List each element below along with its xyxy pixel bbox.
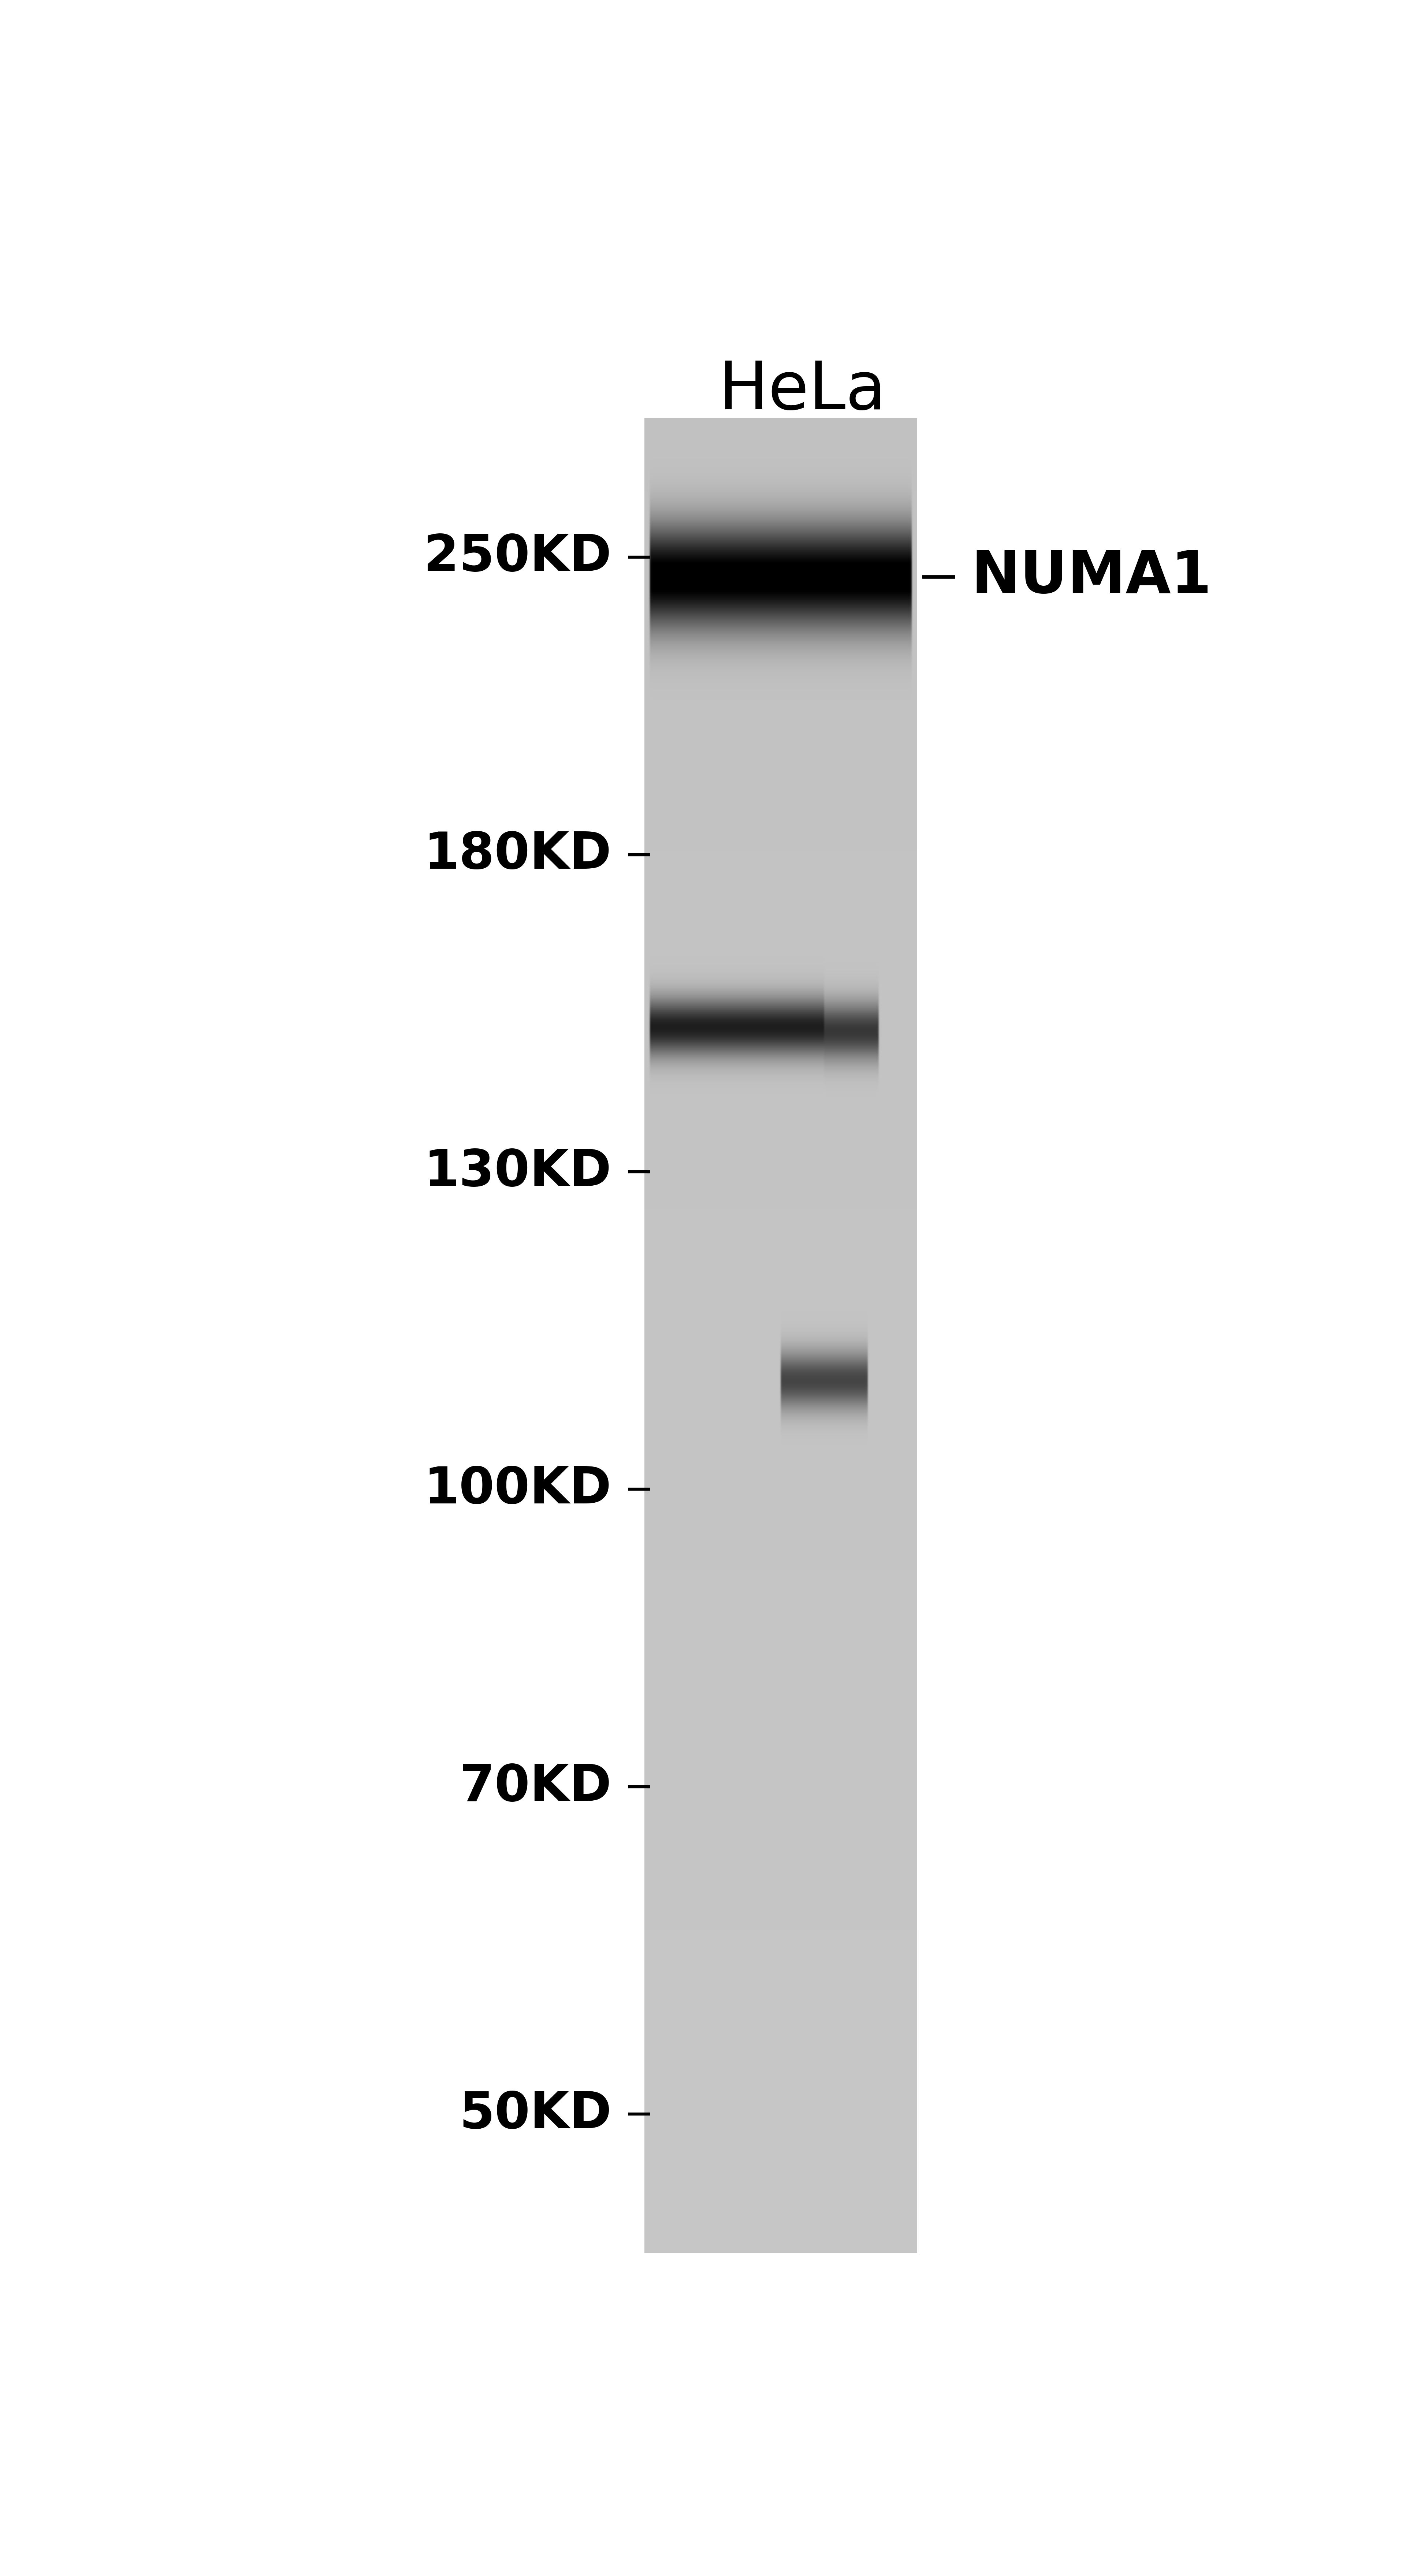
Text: 250KD: 250KD [423, 533, 612, 582]
Text: 130KD: 130KD [425, 1146, 612, 1198]
Text: 180KD: 180KD [425, 829, 612, 878]
Text: HeLa: HeLa [718, 358, 886, 422]
Text: 70KD: 70KD [460, 1762, 612, 1811]
Text: 100KD: 100KD [425, 1466, 612, 1515]
Text: 50KD: 50KD [460, 2089, 612, 2138]
Text: NUMA1: NUMA1 [972, 549, 1212, 605]
